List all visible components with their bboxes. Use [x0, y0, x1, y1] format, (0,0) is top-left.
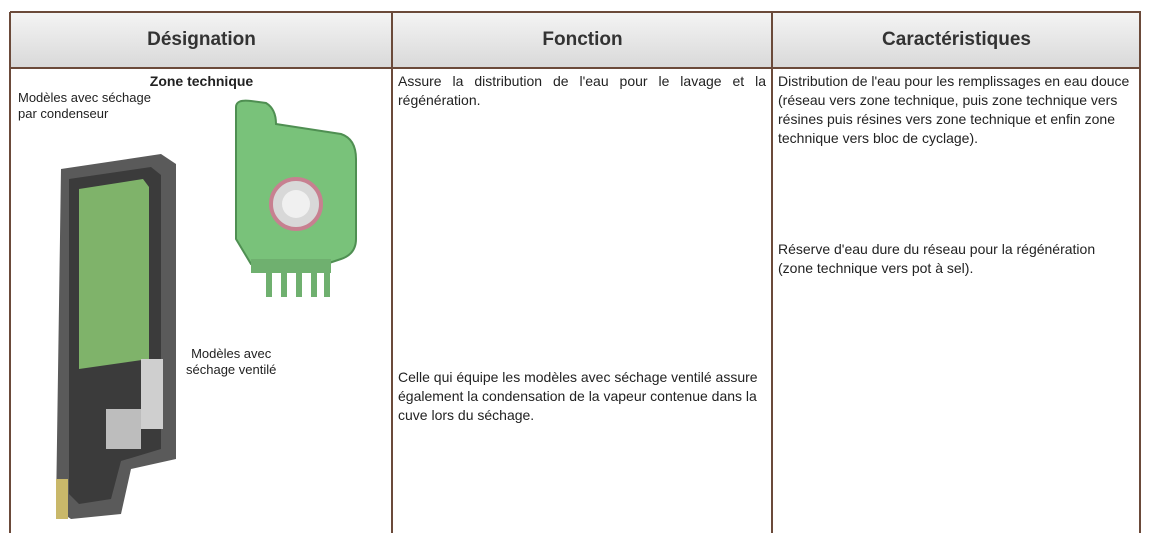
zone-title: Zone technique: [149, 73, 254, 89]
header-cell: Fonction: [393, 13, 772, 67]
header-cell: Caractéristiques: [773, 13, 1140, 67]
table-border: [1139, 12, 1141, 533]
label-line: par condenseur: [18, 106, 109, 121]
paragraph: Assure la distribution de l'eau pour le …: [398, 73, 766, 108]
paragraph: Distribution de l'eau pour les remplissa…: [778, 73, 1130, 146]
paragraph: Réserve d'eau dure du réseau pour la rég…: [778, 241, 1096, 276]
table-border: [771, 12, 773, 533]
ventilated-unit: [235, 99, 357, 297]
table-border: [391, 12, 393, 533]
table-border: [10, 67, 1141, 69]
header-cell: Désignation: [11, 13, 392, 67]
label-line: Modèles avec séchage: [18, 90, 151, 105]
label: Modèles avec séchage ventilé: [186, 346, 276, 378]
paragraph: Celle qui équipe les modèles avec séchag…: [398, 369, 758, 423]
label: Modèles avec séchage par condenseur: [18, 90, 151, 122]
label-line: séchage ventilé: [186, 362, 277, 377]
table-border: [9, 12, 11, 533]
condenser-unit: [56, 154, 176, 519]
illustration: [56, 99, 357, 519]
table-border: [10, 11, 1141, 13]
label-line: Modèles avec: [191, 346, 272, 361]
